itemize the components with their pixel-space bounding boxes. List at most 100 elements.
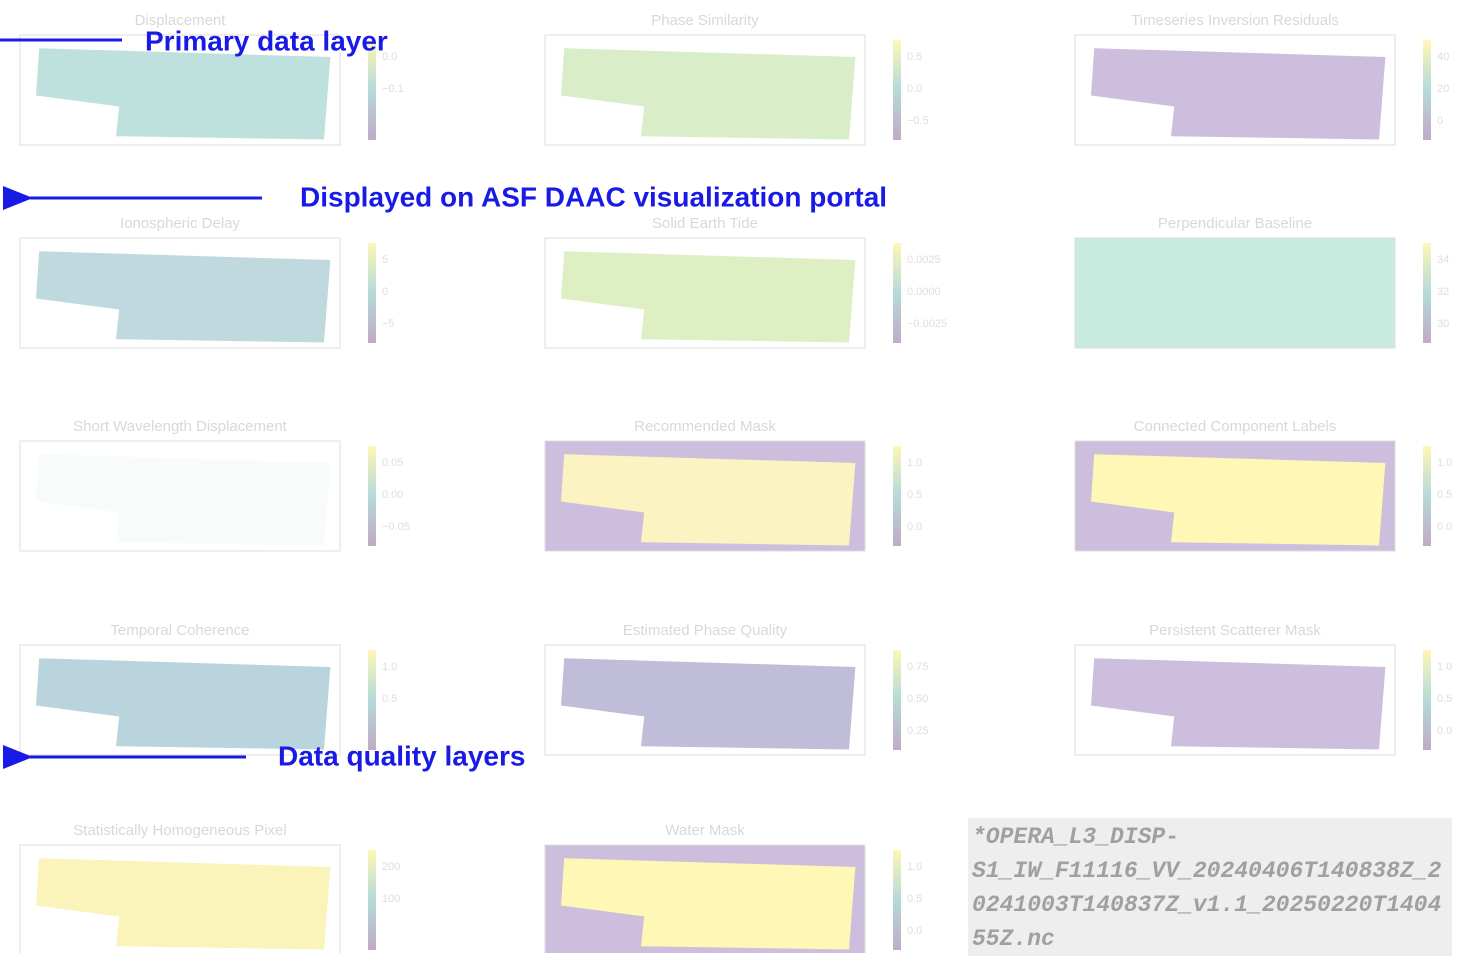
plot-frame [19, 237, 341, 349]
colorbar-tick-label: 0.25 [907, 725, 928, 737]
map-footprint [36, 454, 331, 546]
map-footprint [561, 48, 856, 140]
map-footprint [561, 251, 856, 343]
colorbar [1423, 446, 1431, 546]
colorbar [368, 40, 376, 140]
colorbar-tick-label: 0.0025 [907, 254, 941, 266]
panel-title: Phase Similarity [651, 12, 759, 29]
plot-frame [1074, 237, 1396, 349]
colorbar-tick-label: 1.0 [907, 457, 922, 469]
map-footprint [36, 658, 331, 750]
colorbar-tick-label: 0.0000 [907, 286, 941, 298]
colorbar-tick-label: 0.5 [1437, 489, 1452, 501]
colorbar [893, 40, 901, 140]
map-footprint [1091, 454, 1386, 546]
plot-frame [19, 844, 341, 953]
plot-frame [19, 440, 341, 552]
colorbar-tick-label: 0.5 [907, 893, 922, 905]
map-footprint [36, 48, 331, 140]
annotation: Displayed on ASF DAAC visualization port… [300, 181, 887, 212]
colorbar-tick-label: 0 [382, 286, 388, 298]
plot-frame [1074, 440, 1396, 552]
colorbar-tick-label: 0.50 [907, 693, 928, 705]
panel-title: Estimated Phase Quality [623, 622, 788, 639]
plot-frame [544, 440, 866, 552]
colorbar-tick-label: 30 [1437, 318, 1449, 330]
map-footprint [561, 858, 856, 950]
panel-title: Temporal Coherence [110, 622, 249, 639]
colorbar [1423, 40, 1431, 140]
colorbar [893, 446, 901, 546]
plot-frame [544, 644, 866, 756]
colorbar-tick-label: 200 [382, 861, 400, 873]
colorbar-tick-label: −0.05 [382, 521, 410, 533]
panel-title: Recommended Mask [634, 418, 776, 435]
map-footprint [1091, 658, 1386, 750]
plot-frame [544, 237, 866, 349]
panel-grid: Displacement 0.0 −0.1 Phase Similarity 0.5 0.… [19, 12, 1452, 953]
plot-frame [544, 844, 866, 953]
colorbar-tick-label: 0.0 [907, 83, 922, 95]
colorbar-tick-label: 0.75 [907, 661, 928, 673]
map-footprint [36, 858, 331, 950]
plot-frame [544, 34, 866, 146]
panel-title: Displacement [135, 12, 227, 29]
map-footprint [561, 658, 856, 750]
colorbar-tick-label: 34 [1437, 254, 1449, 266]
colorbar-tick-label: 20 [1437, 83, 1449, 95]
colorbar [1423, 650, 1431, 750]
colorbar [893, 243, 901, 343]
colorbar-tick-label: 0.0 [907, 521, 922, 533]
colorbar [368, 650, 376, 750]
colorbar-tick-label: −0.0025 [907, 318, 947, 330]
colorbar-tick-label: 0.5 [382, 693, 397, 705]
colorbar-tick-label: 0 [1437, 115, 1443, 127]
map-footprint [36, 251, 331, 343]
colorbar-tick-label: 1.0 [382, 661, 397, 673]
map-footprint [561, 454, 856, 546]
colorbar-tick-label: 40 [1437, 51, 1449, 63]
colorbar [893, 650, 901, 750]
colorbar [893, 850, 901, 950]
annotation: Primary data layer [145, 25, 388, 56]
colorbar-tick-label: −0.1 [382, 83, 404, 95]
plot-frame [1074, 34, 1396, 146]
colorbar-tick-label: 1.0 [1437, 661, 1452, 673]
panel-title: Ionospheric Delay [120, 215, 241, 232]
panel-title: Perpendicular Baseline [1158, 215, 1312, 232]
colorbar-tick-label: 5 [382, 254, 388, 266]
annotation: Data quality layers [278, 740, 525, 771]
colorbar-tick-label: 100 [382, 893, 400, 905]
map-footprint [1091, 48, 1386, 140]
plot-frame [19, 34, 341, 146]
colorbar-tick-label: 1.0 [1437, 457, 1452, 469]
panel-title: Water Mask [665, 822, 745, 839]
colorbar [368, 850, 376, 950]
colorbar-tick-label: 0.0 [907, 925, 922, 937]
plot-frame [1074, 644, 1396, 756]
colorbar-tick-label: 0.0 [1437, 521, 1452, 533]
footnote: *OPERA_L3_DISP-S1_IW_F11116_VV_20240406T… [968, 818, 1452, 956]
colorbar-tick-label: −5 [382, 318, 395, 330]
panel-title: Persistent Scatterer Mask [1149, 622, 1321, 639]
colorbar-tick-label: 0.00 [382, 489, 403, 501]
panel-title: Timeseries Inversion Residuals [1131, 12, 1339, 29]
colorbar [1423, 243, 1431, 343]
colorbar-tick-label: 0.0 [1437, 725, 1452, 737]
panel-title: Short Wavelength Displacement [73, 418, 288, 435]
colorbar-tick-label: 0.5 [907, 51, 922, 63]
colorbar-tick-label: 32 [1437, 286, 1449, 298]
colorbar-tick-label: 0.0 [382, 51, 397, 63]
colorbar-tick-label: 0.5 [1437, 693, 1452, 705]
colorbar-tick-label: 1.0 [907, 861, 922, 873]
colorbar-tick-label: 0.05 [382, 457, 403, 469]
colorbar-tick-label: −0.5 [907, 115, 929, 127]
colorbar-tick-label: 0.5 [907, 489, 922, 501]
plot-frame [19, 644, 341, 756]
colorbar [368, 446, 376, 546]
panel-title: Solid Earth Tide [652, 215, 758, 232]
panel-title: Connected Component Labels [1134, 418, 1337, 435]
colorbar [368, 243, 376, 343]
